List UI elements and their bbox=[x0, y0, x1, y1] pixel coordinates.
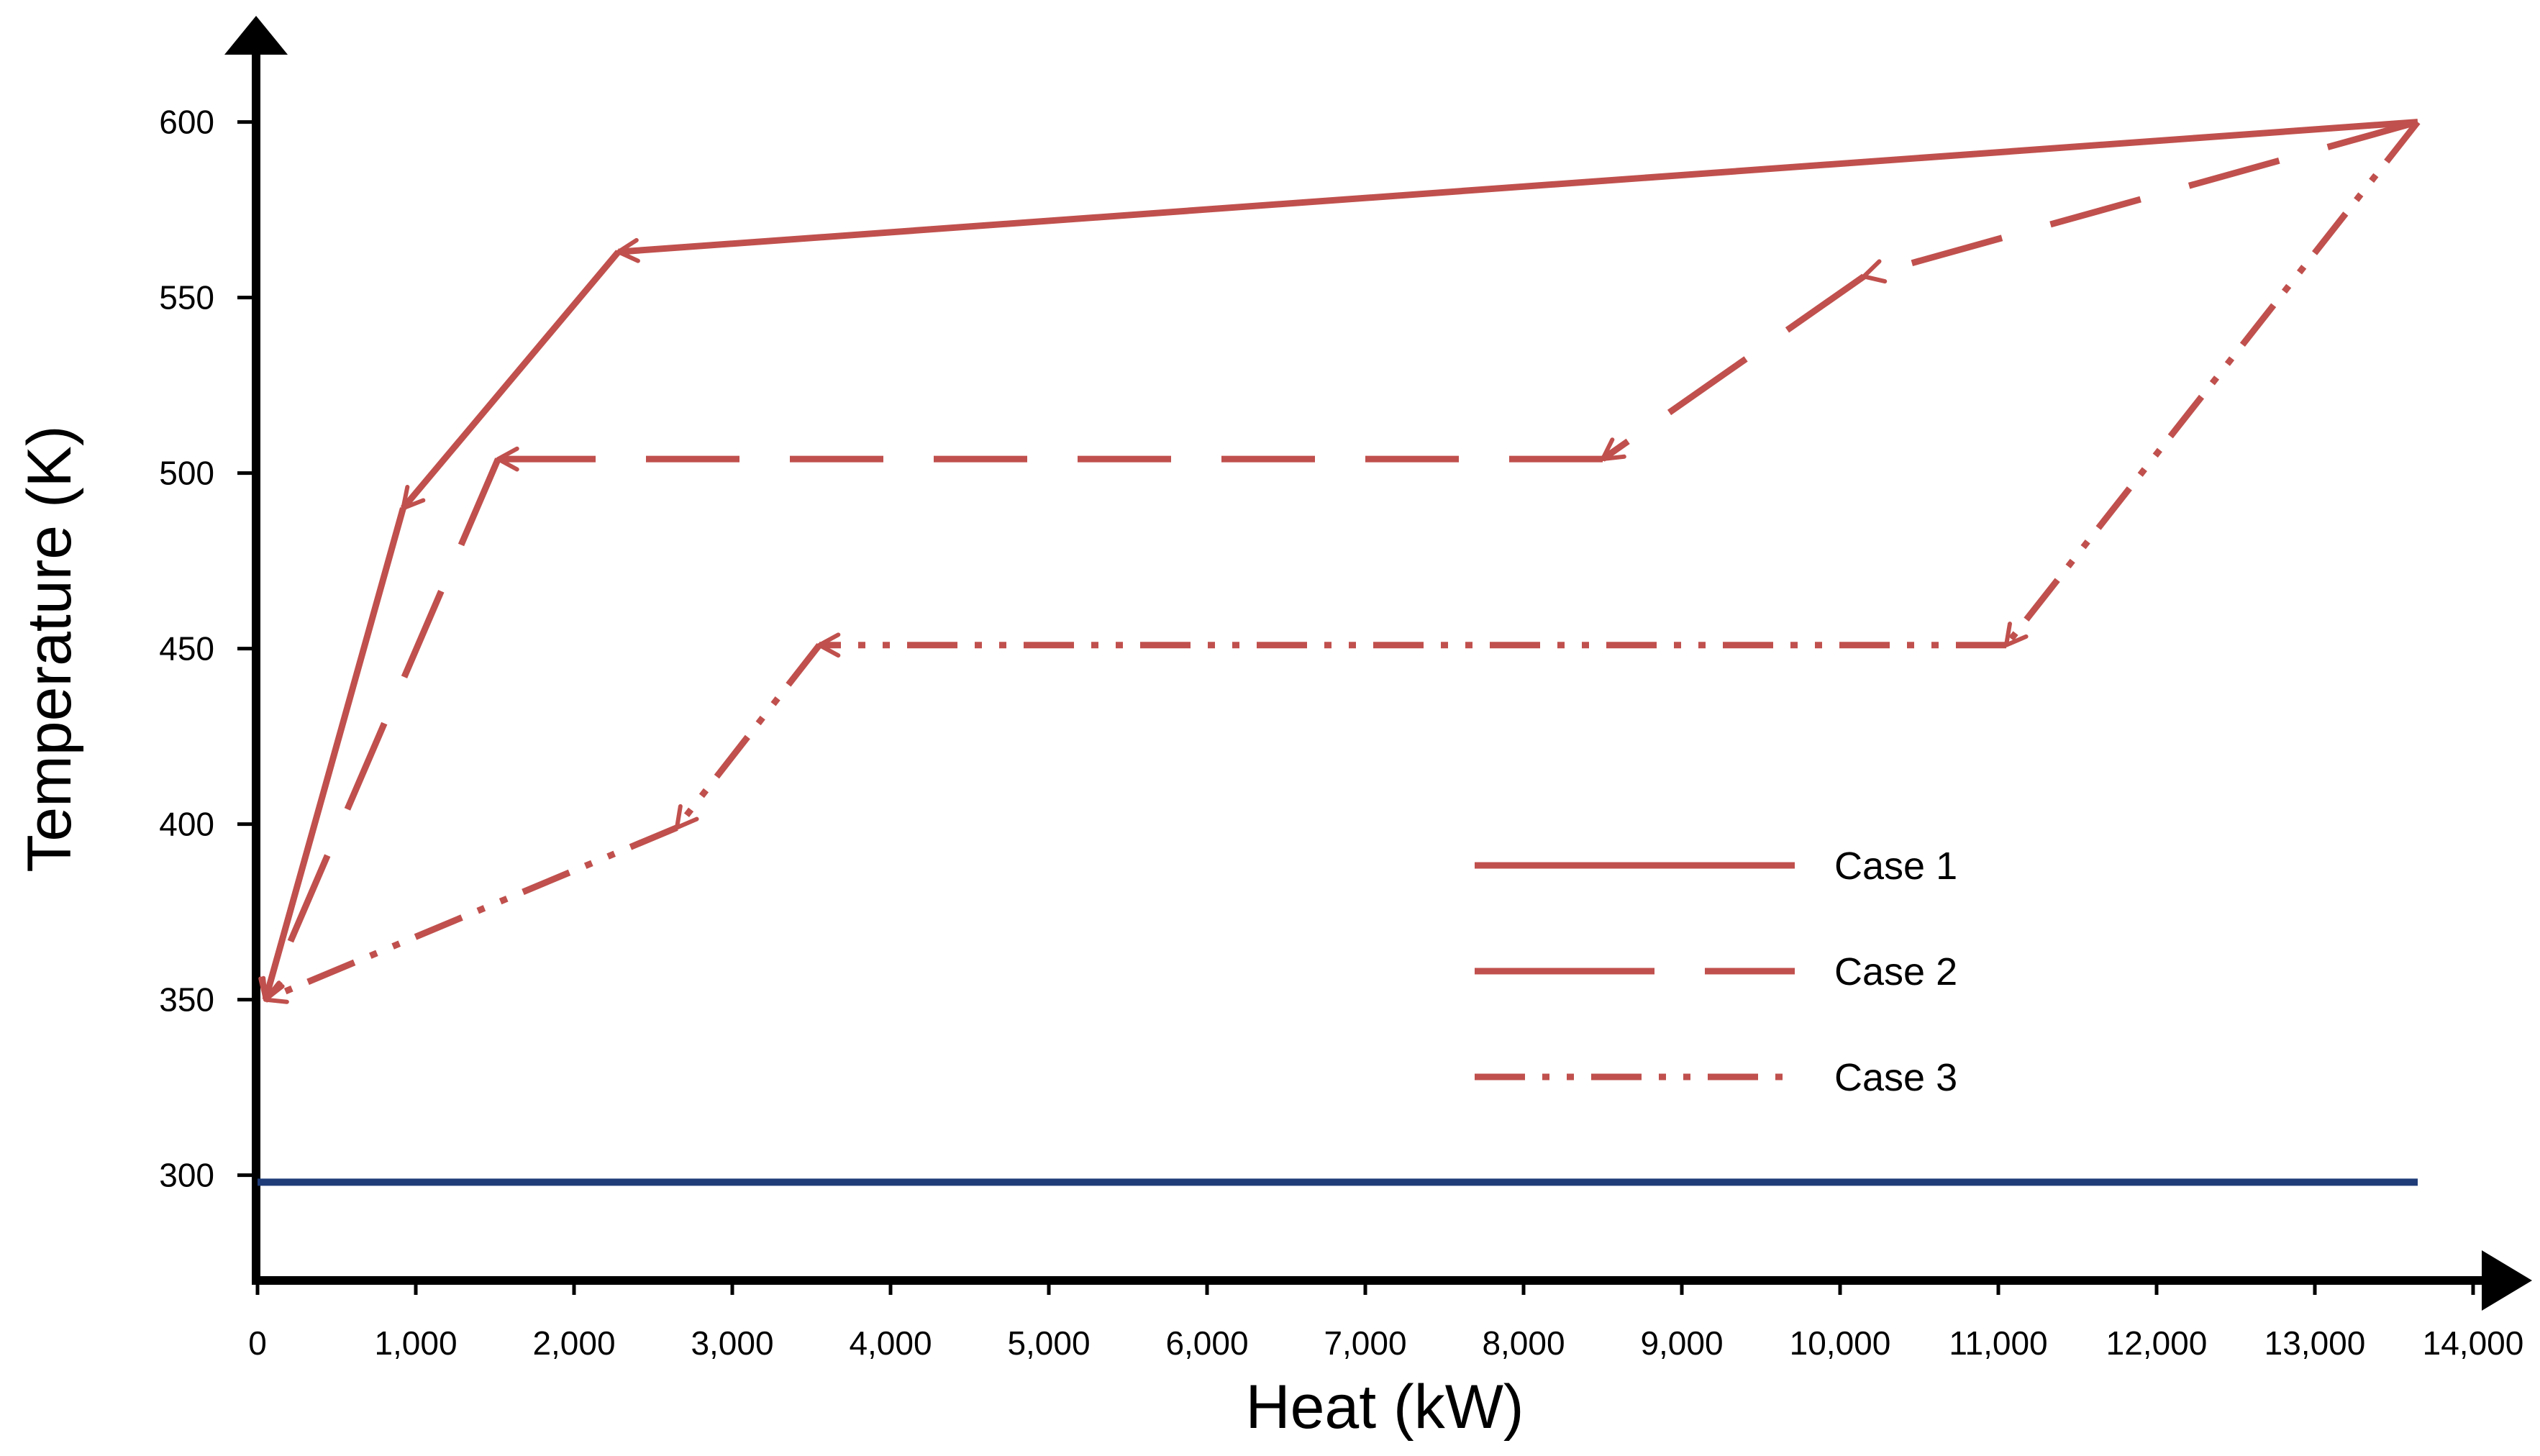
x-ticks: 0 1,000 2,000 3,000 4,000 5,000 6,000 7,000 8,00… bbox=[248, 1280, 2523, 1362]
x-tick-label-2000: 2,000 bbox=[532, 1324, 615, 1362]
series-case-1-segment-3 bbox=[262, 507, 406, 1001]
series-case-3-segment-1 bbox=[2003, 119, 2421, 647]
series-case-2-segment-2 bbox=[1601, 273, 1866, 462]
series-case-1-segment-2 bbox=[400, 250, 622, 511]
y-tick-label-300: 300 bbox=[159, 1157, 214, 1194]
legend: Case 1 Case 2 Case 3 bbox=[1475, 845, 1957, 1099]
y-ticks: 300 350 400 450 500 550 600 bbox=[159, 104, 256, 1194]
x-tick-label-5000: 5,000 bbox=[1007, 1324, 1090, 1362]
series-case-3-arrow-4 bbox=[263, 980, 289, 1004]
y-tick-label-350: 350 bbox=[159, 981, 214, 1019]
legend-label-case-2: Case 2 bbox=[1834, 950, 1957, 993]
x-tick-label-13000: 13,000 bbox=[2264, 1324, 2366, 1362]
x-tick-label-9000: 9,000 bbox=[1640, 1324, 1723, 1362]
series-case-1 bbox=[258, 119, 2418, 1002]
x-tick-label-4000: 4,000 bbox=[849, 1324, 932, 1362]
series-case-3 bbox=[263, 119, 2421, 1004]
y-tick-label-600: 600 bbox=[159, 104, 214, 141]
series-case-3-segment-4 bbox=[264, 824, 678, 1003]
x-tick-label-6000: 6,000 bbox=[1165, 1324, 1248, 1362]
x-tick-label-10000: 10,000 bbox=[1790, 1324, 1891, 1362]
y-tick-label-400: 400 bbox=[159, 806, 214, 843]
y-tick-label-550: 550 bbox=[159, 279, 214, 317]
series-case-2-segment-4 bbox=[262, 458, 501, 1001]
x-tick-label-7000: 7,000 bbox=[1324, 1324, 1406, 1362]
axes bbox=[224, 16, 2532, 1311]
series-case-1-segment-1 bbox=[618, 119, 2418, 255]
x-tick-label-11000: 11,000 bbox=[1949, 1324, 2047, 1362]
series-layer bbox=[258, 119, 2421, 1186]
y-tick-label-500: 500 bbox=[159, 455, 214, 492]
x-tick-label-12000: 12,000 bbox=[2106, 1324, 2208, 1362]
x-tick-label-1000: 1,000 bbox=[374, 1324, 457, 1362]
x-tick-label-14000: 14,000 bbox=[2423, 1324, 2524, 1362]
x-tick-label-8000: 8,000 bbox=[1482, 1324, 1565, 1362]
x-axis-title: Heat (kW) bbox=[1246, 1373, 1524, 1442]
series-case-3-segment-3 bbox=[674, 642, 822, 830]
x-axis-arrowhead bbox=[2482, 1250, 2532, 1311]
y-axis-title: Temperature (K) bbox=[15, 425, 84, 872]
series-case-2-arrow-1 bbox=[1862, 259, 1888, 284]
x-tick-label-0: 0 bbox=[248, 1324, 267, 1362]
legend-label-case-1: Case 1 bbox=[1834, 845, 1957, 888]
y-axis-arrowhead bbox=[224, 16, 288, 55]
series-case-2 bbox=[261, 119, 2419, 1002]
legend-label-case-3: Case 3 bbox=[1834, 1056, 1957, 1099]
series-case-3-arrow-3 bbox=[675, 804, 699, 830]
y-tick-label-450: 450 bbox=[159, 630, 214, 668]
series-case-2-segment-1 bbox=[1862, 119, 2419, 280]
x-tick-label-3000: 3,000 bbox=[691, 1324, 773, 1362]
